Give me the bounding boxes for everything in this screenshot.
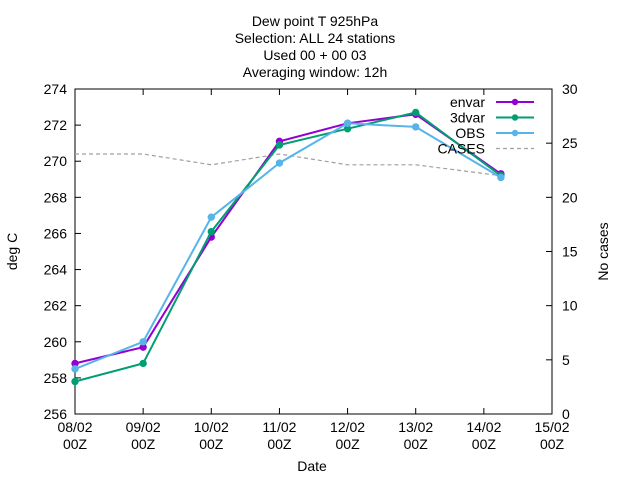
y-tick-label: 272 [44, 117, 68, 133]
y2-tick-label: 30 [562, 81, 578, 97]
x-tick-label-date: 11/02 [262, 419, 296, 435]
y2-tick-label: 15 [562, 244, 578, 260]
data-point-obs [275, 159, 284, 167]
x-tick-label-time: 00Z [540, 436, 565, 452]
x-tick-label-time: 00Z [199, 436, 224, 452]
y-tick-label: 260 [44, 334, 68, 350]
x-tick-label-date: 13/02 [398, 419, 433, 435]
title-line: Used 00 + 00 03 [263, 47, 366, 63]
data-point-3dvar [207, 227, 215, 236]
x-tick-label-date: 09/02 [126, 419, 161, 435]
y-tick-label: 256 [44, 406, 68, 422]
data-point-obs [343, 119, 352, 128]
title-line: Selection: ALL 24 stations [235, 30, 396, 46]
x-tick-label-time: 00Z [63, 436, 88, 452]
series-line-obs [74, 122, 502, 370]
y-tick-label: 274 [44, 81, 68, 97]
legend-swatch-marker [511, 98, 519, 106]
y2-tick-label: 25 [562, 135, 578, 151]
series-line-cases [75, 153, 501, 177]
x-tick-label-date: 15/02 [534, 419, 569, 435]
data-point-3dvar [71, 377, 79, 386]
y2-tick-label: 0 [562, 406, 570, 422]
x-tick-label-time: 00Z [336, 436, 361, 452]
x-tick-label-time: 00Z [267, 436, 292, 452]
x-tick-label-date: 10/02 [194, 419, 229, 435]
axes: 256 258 260 262 264 266 268 270 272 274 0 5 10 15 20 25… [4, 81, 611, 474]
title-line: Dew point T 925hPa [252, 13, 379, 29]
x-tick-label-date: 08/02 [57, 419, 92, 435]
x-tick-label-time: 00Z [472, 436, 497, 452]
x-tick-label-date: 12/02 [330, 419, 365, 435]
data-point-3dvar [412, 108, 420, 117]
title-line: Averaging window: 12h [243, 64, 388, 80]
legend-swatch-marker [511, 129, 519, 137]
data-point-obs [412, 123, 420, 131]
data-point-obs [497, 173, 505, 182]
y-axis-label: deg C [4, 233, 20, 270]
y-tick-label: 258 [44, 370, 68, 386]
data-point-obs [71, 365, 79, 373]
series-layer [71, 108, 505, 386]
data-point-3dvar [139, 359, 147, 368]
y2-tick-label: 10 [562, 298, 578, 314]
legend-label: CASES [438, 141, 485, 157]
y-tick-label: 264 [44, 262, 68, 278]
legend-swatch-marker [511, 114, 519, 121]
data-point-obs [207, 213, 215, 221]
x-tick-label-time: 00Z [404, 436, 429, 452]
y2-axis-label: No cases [595, 222, 611, 280]
x-axis-label: Date [297, 458, 327, 474]
data-point-obs [139, 338, 147, 346]
y-tick-label: 262 [44, 298, 68, 314]
x-tick-label-time: 00Z [131, 436, 156, 452]
legend-label: 3dvar [450, 110, 485, 126]
x-tick-label-date: 14/02 [466, 419, 501, 435]
y2-tick-label: 5 [562, 352, 570, 368]
y-tick-label: 270 [44, 153, 68, 169]
y-tick-label: 268 [44, 189, 68, 205]
legend-label: OBS [455, 125, 485, 141]
y2-tick-label: 20 [562, 189, 578, 205]
legend-label: envar [450, 94, 485, 110]
data-point-3dvar [275, 141, 284, 149]
y-tick-label: 266 [44, 225, 68, 241]
